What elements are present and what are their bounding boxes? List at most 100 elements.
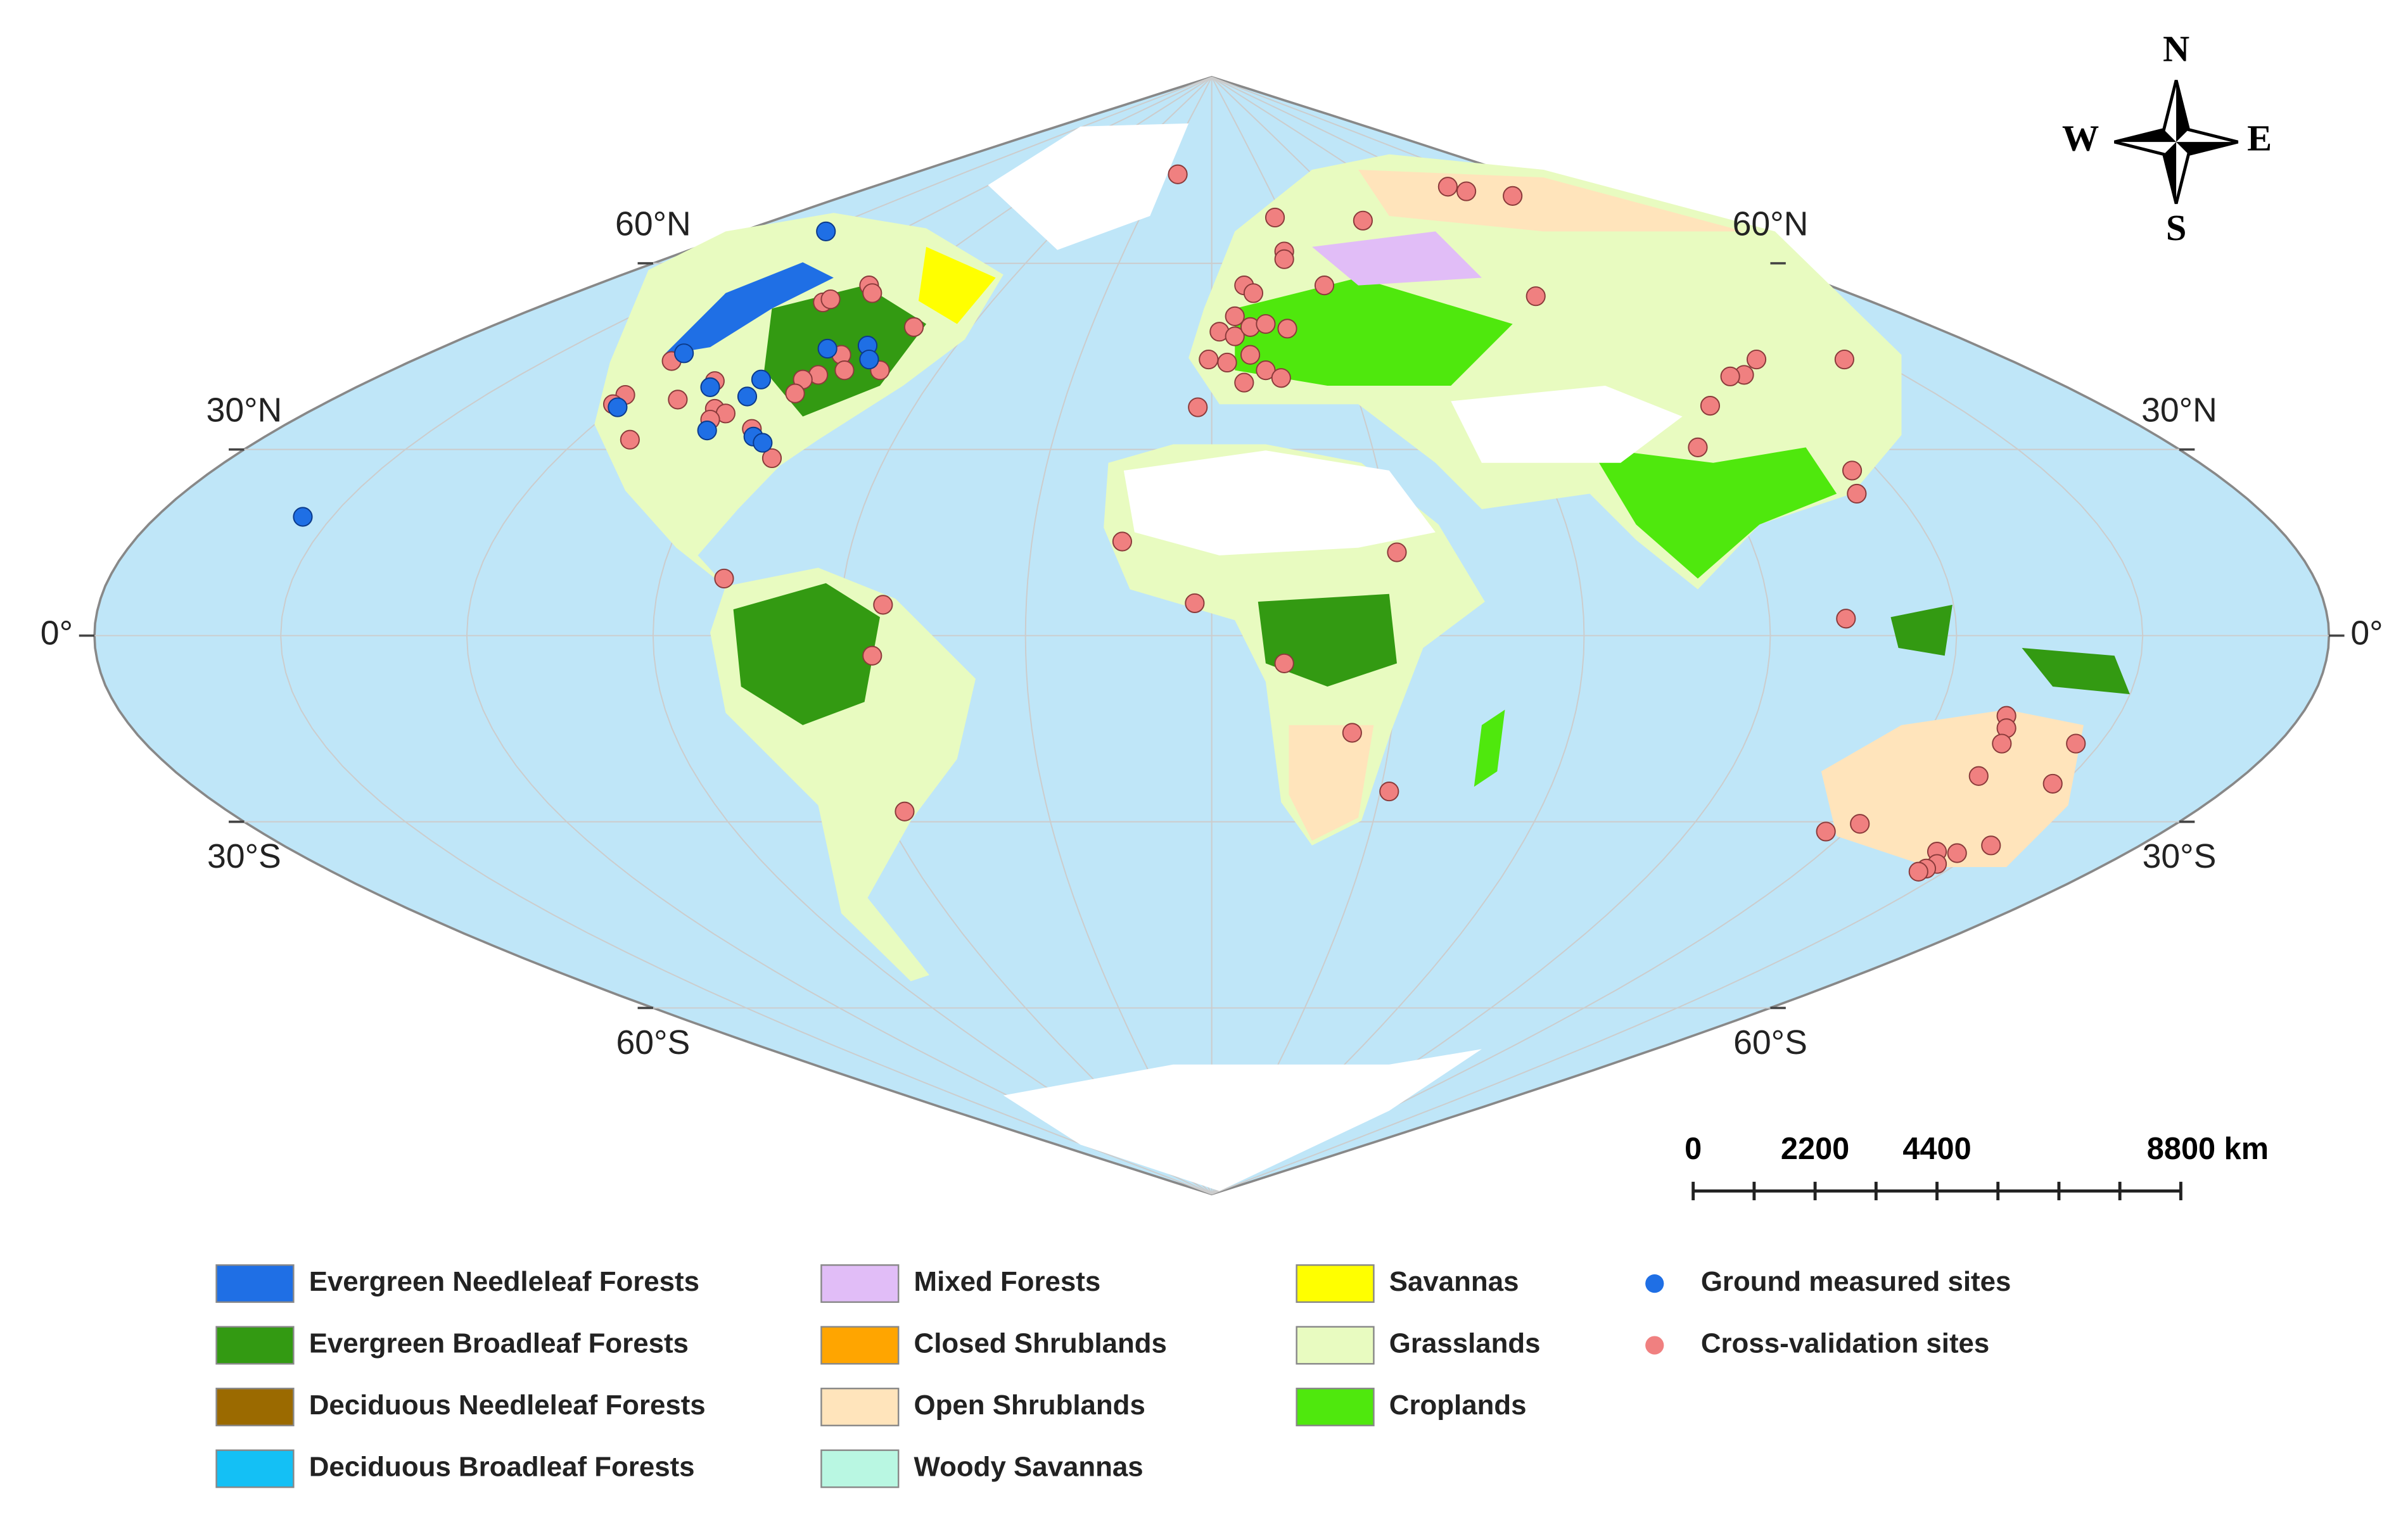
cross-validation-site bbox=[1240, 345, 1261, 365]
ground-site bbox=[293, 507, 313, 527]
cross-validation-site bbox=[620, 429, 640, 450]
legend-swatch bbox=[215, 1449, 295, 1488]
ground-site bbox=[608, 397, 628, 417]
ground-site bbox=[753, 433, 773, 453]
greenland bbox=[988, 123, 1189, 250]
cross-validation-site bbox=[1437, 177, 1458, 197]
cross-validation-site bbox=[1816, 821, 1836, 842]
cross-validation-site bbox=[862, 645, 882, 666]
lat-label: 0° bbox=[41, 614, 73, 652]
compass-s: S bbox=[2166, 207, 2187, 248]
legend-label: Ground measured sites bbox=[1701, 1266, 2011, 1297]
asia-crop bbox=[1589, 447, 1837, 579]
cross-validation-site bbox=[1225, 326, 1245, 346]
cross-validation-site bbox=[1842, 460, 1863, 481]
na-savanna bbox=[918, 246, 996, 324]
cross-validation-site bbox=[1274, 653, 1294, 674]
map bbox=[93, 75, 2331, 1196]
na-needleleaf bbox=[663, 262, 834, 355]
cross-validation-site bbox=[1746, 349, 1767, 370]
cross-validation-site bbox=[1947, 843, 1967, 863]
cross-validation-site bbox=[1834, 349, 1854, 370]
cross-validation-site bbox=[1387, 542, 1407, 562]
cross-validation-site bbox=[1720, 366, 1740, 386]
cross-validation-site bbox=[1274, 249, 1294, 269]
lat-label: 30°S bbox=[207, 837, 281, 875]
cross-validation-site bbox=[895, 801, 915, 821]
ground-site bbox=[751, 369, 772, 390]
legend-swatch bbox=[820, 1449, 900, 1488]
lat-label: 30°N bbox=[2141, 391, 2217, 429]
lat-label: 0° bbox=[2350, 614, 2383, 652]
ground-site bbox=[700, 377, 720, 397]
legend-label: Deciduous Needleleaf Forests bbox=[309, 1390, 706, 1421]
cross-validation-site bbox=[1265, 207, 1285, 228]
legend-swatch bbox=[820, 1264, 900, 1303]
legend-label: Deciduous Broadleaf Forests bbox=[309, 1452, 695, 1483]
legend-label: Croplands bbox=[1389, 1390, 1527, 1421]
legend-swatch bbox=[215, 1326, 295, 1365]
cross-validation-site bbox=[1503, 186, 1523, 206]
compass-rose: N S W E bbox=[2062, 28, 2272, 248]
cross-validation-site bbox=[1234, 372, 1254, 393]
cross-validation-site bbox=[785, 383, 805, 403]
ground-site bbox=[697, 421, 717, 441]
africa-south bbox=[1289, 725, 1374, 841]
cross-validation-site bbox=[1526, 286, 1546, 307]
cross-validation-site bbox=[1981, 835, 2001, 856]
cross-validation-site bbox=[2066, 733, 2086, 754]
legend-swatch bbox=[215, 1264, 295, 1303]
cross-validation-site bbox=[1243, 283, 1264, 303]
legend-label: Evergreen Needleleaf Forests bbox=[309, 1266, 699, 1297]
cross-validation-site bbox=[668, 390, 688, 410]
compass-w: W bbox=[2062, 118, 2099, 159]
cross-validation-site bbox=[1700, 396, 1721, 416]
ground-site bbox=[674, 343, 694, 364]
sahara bbox=[1123, 450, 1436, 555]
scale-label: 8800 km bbox=[2147, 1132, 2269, 1166]
sites bbox=[293, 164, 2086, 882]
cross-validation-site bbox=[1688, 437, 1708, 457]
graticule-labels: 60°N 30°N 0° 30°S 60°S 60°N 30°N 0° 30°S 60°S bbox=[41, 205, 2383, 1062]
cross-validation-site bbox=[714, 568, 734, 589]
scale-label: 0 bbox=[1685, 1132, 1702, 1166]
cross-validation-site bbox=[1908, 861, 1928, 882]
cross-validation-site bbox=[1353, 210, 1373, 231]
cross-validation-site bbox=[761, 448, 782, 469]
cross-validation-site bbox=[873, 595, 893, 615]
siberia-forest bbox=[1312, 231, 1482, 286]
legend-swatch bbox=[820, 1326, 900, 1365]
cross-validation-site bbox=[1992, 733, 2012, 754]
lat-label: 60°N bbox=[615, 205, 691, 243]
legend-label: Open Shrublands bbox=[914, 1390, 1145, 1421]
legend-label: Cross-validation sites bbox=[1701, 1328, 1989, 1359]
cross-validation-site bbox=[1850, 814, 1870, 834]
legend-swatch bbox=[820, 1388, 900, 1426]
asia-desert bbox=[1451, 385, 1683, 463]
cross-validation-site bbox=[1256, 360, 1276, 381]
lat-label: 60°S bbox=[1733, 1024, 1807, 1062]
legend-swatch bbox=[1296, 1388, 1375, 1426]
legend: Evergreen Needleleaf Forests Evergreen Br… bbox=[215, 1264, 2011, 1488]
antarctica bbox=[1003, 1049, 1482, 1191]
legend-label: Mixed Forests bbox=[914, 1266, 1101, 1297]
cross-validation-site bbox=[1277, 319, 1297, 339]
ground-site bbox=[816, 221, 836, 241]
cross-validation-site bbox=[820, 289, 841, 310]
legend-label: Savannas bbox=[1389, 1266, 1519, 1297]
ground-site bbox=[859, 349, 879, 370]
cross-validation-site bbox=[1256, 314, 1276, 334]
lat-label: 30°N bbox=[207, 391, 283, 429]
cross-validation-site bbox=[2042, 773, 2063, 794]
cross-validation-site bbox=[1225, 306, 1245, 326]
legend-swatch bbox=[215, 1388, 295, 1426]
cross-validation-site bbox=[1314, 276, 1335, 296]
legend-label: Grasslands bbox=[1389, 1328, 1541, 1359]
lat-label: 30°S bbox=[2143, 837, 2217, 875]
compass-shade bbox=[2114, 80, 2238, 204]
ground-site bbox=[737, 386, 758, 407]
cross-validation-site bbox=[903, 317, 924, 337]
legend-swatch bbox=[1296, 1264, 1375, 1303]
